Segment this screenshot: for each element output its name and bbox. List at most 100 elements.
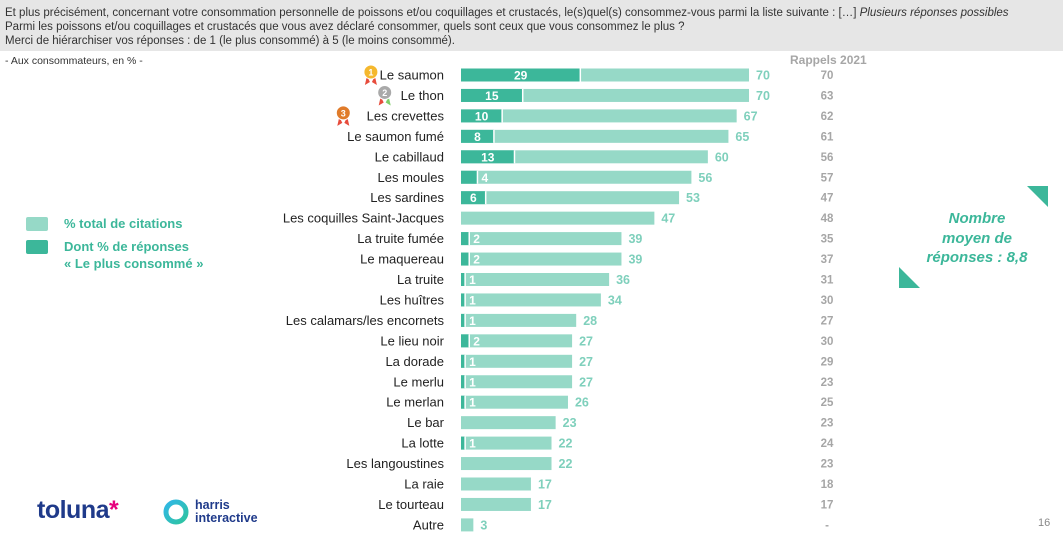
category-label: La raie — [404, 477, 444, 492]
rappels-2021-value: 17 — [821, 499, 834, 511]
rappels-2021-value: 57 — [821, 172, 834, 184]
most-consumed-bar — [461, 191, 486, 205]
most-consumed-value: 29 — [514, 69, 528, 83]
most-consumed-bar — [461, 109, 503, 123]
toluna-logo: toluna* — [37, 496, 119, 525]
total-value-label: 65 — [735, 130, 749, 144]
rappels-2021-value: 62 — [821, 111, 834, 123]
note-line-3: réponses : 8,8 — [926, 249, 1028, 266]
total-bar — [461, 334, 573, 348]
note-corner-top — [1027, 186, 1048, 207]
rappels-2021-value: 23 — [821, 377, 834, 389]
harris-line-1: harris — [195, 498, 230, 512]
total-bar — [461, 293, 601, 307]
legend-most-label-1: Dont % de réponses — [64, 239, 189, 254]
medal-ribbon-icon — [364, 76, 370, 85]
most-consumed-bar — [461, 395, 466, 409]
legend-most-label-2: « Le plus consommé » — [64, 256, 204, 271]
rappels-2021-value: 48 — [821, 213, 834, 225]
medal-rank: 3 — [341, 108, 346, 118]
total-bar — [461, 273, 610, 286]
most-consumed-bar — [461, 252, 470, 266]
medal-ribbon-icon — [344, 116, 350, 126]
rappels-2021-value: 27 — [821, 315, 834, 327]
total-value-label: 27 — [579, 334, 593, 348]
most-consumed-bar — [461, 170, 478, 184]
most-consumed-value: 1 — [469, 437, 476, 451]
total-bar — [461, 88, 749, 102]
medal-ribbon-icon — [385, 96, 391, 106]
toluna-asterisk-icon: * — [109, 496, 119, 524]
harris-line-2: interactive — [195, 511, 258, 525]
total-bar — [461, 416, 556, 430]
category-label: Le bar — [407, 415, 445, 430]
note-line-1: Nombre — [948, 210, 1006, 227]
most-consumed-value: 2 — [473, 334, 480, 348]
most-consumed-value: 1 — [469, 375, 476, 389]
total-bar — [461, 170, 692, 184]
most-consumed-value: 8 — [474, 130, 481, 144]
total-bar — [461, 395, 568, 409]
most-consumed-value: 6 — [470, 191, 477, 205]
rappels-2021-value: 24 — [821, 438, 834, 450]
most-consumed-bar — [461, 150, 515, 164]
total-value-label: 17 — [538, 478, 552, 492]
medal-rank: 2 — [382, 88, 387, 98]
toluna-wordmark: toluna — [37, 496, 110, 524]
medal-ribbon-icon — [378, 96, 384, 106]
total-bar — [461, 129, 729, 143]
total-bar — [461, 497, 531, 511]
rappels-2021-value: 61 — [821, 131, 834, 143]
most-consumed-bar — [461, 88, 523, 102]
most-consumed-value: 1 — [469, 293, 476, 307]
total-value-label: 56 — [698, 171, 712, 185]
most-consumed-bar — [461, 232, 470, 246]
medal-ribbon-icon — [371, 76, 377, 85]
total-bar — [461, 313, 577, 327]
category-label: La truite fumée — [357, 231, 444, 246]
total-value-label: 34 — [608, 293, 622, 307]
total-bar — [461, 109, 737, 123]
rappels-2021-value: 56 — [821, 152, 834, 164]
most-consumed-value: 2 — [473, 253, 480, 267]
total-bar — [461, 518, 474, 532]
most-consumed-value: 13 — [481, 150, 495, 164]
rappels-2021-value: - — [825, 520, 829, 532]
total-bar — [461, 252, 622, 266]
rappels-2021-value: 29 — [821, 356, 834, 368]
rappels-2021-value: 37 — [821, 254, 834, 266]
harris-ring-icon — [163, 499, 189, 525]
question-line-3: Merci de hiérarchiser vos réponses : de … — [5, 35, 455, 47]
rappels-title: Rappels 2021 — [790, 53, 867, 67]
total-value-label: 53 — [686, 191, 700, 205]
question-text-1: Et plus précisément, concernant votre co… — [5, 7, 857, 19]
category-label: La lotte — [401, 436, 444, 451]
total-value-label: 3 — [480, 518, 487, 532]
rappels-2021-value: 70 — [821, 70, 834, 82]
most-consumed-value: 1 — [469, 396, 476, 410]
category-label: Autre — [413, 517, 444, 532]
total-bar — [461, 191, 680, 205]
category-label: Le saumon — [380, 68, 444, 83]
rappels-2021-value: 35 — [821, 234, 834, 246]
category-label: Les moules — [378, 170, 445, 185]
most-consumed-bar — [461, 436, 466, 450]
average-answers-note: Nombre moyen de réponses : 8,8 — [915, 209, 1039, 268]
category-label: Les coquilles Saint-Jacques — [283, 211, 445, 226]
most-consumed-value: 2 — [473, 232, 480, 246]
total-bar — [461, 477, 531, 491]
rappels-2021-value: 63 — [821, 90, 834, 102]
rappels-2021-value: 47 — [821, 193, 834, 205]
category-label: Le tourteau — [378, 497, 444, 512]
rappels-2021-value: 25 — [821, 397, 834, 409]
most-consumed-bar — [461, 375, 466, 389]
total-value-label: 27 — [579, 375, 593, 389]
total-bar — [461, 211, 655, 225]
scope-note: - Aux consommateurs, en % - — [5, 55, 143, 67]
total-value-label: 26 — [575, 396, 589, 410]
most-consumed-bar — [461, 68, 581, 82]
legend-most-swatch — [26, 240, 48, 254]
total-value-label: 22 — [559, 457, 573, 471]
rappels-2021-value: 18 — [821, 479, 834, 491]
